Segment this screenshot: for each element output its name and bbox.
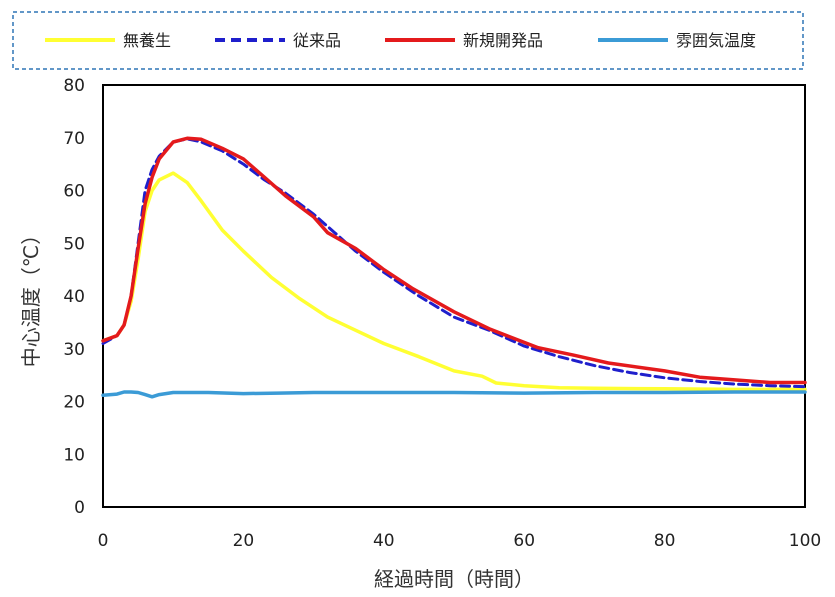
x-axis-title: 経過時間（時間）	[374, 567, 534, 591]
x-tick-label: 100	[789, 531, 821, 551]
y-tick-label: 0	[74, 498, 85, 518]
legend-label: 新規開発品	[463, 31, 543, 50]
series-line	[101, 171, 807, 392]
plot-frame	[102, 84, 806, 508]
legend-item: 新規開発品	[385, 31, 543, 50]
y-tick-label: 20	[63, 393, 85, 413]
x-tick-label: 20	[233, 531, 255, 551]
x-tick-label: 80	[654, 531, 676, 551]
y-tick-label: 70	[63, 129, 85, 149]
legend-item: 従来品	[215, 31, 341, 50]
legend: 無養生 従来品 新規開発品 雰囲気温度	[12, 11, 804, 70]
legend-label: 無養生	[123, 31, 171, 50]
y-axis: 0 10 20 30 40 50 60 70 80	[63, 76, 85, 518]
y-tick-label: 40	[63, 287, 85, 307]
plot-area	[101, 84, 807, 508]
y-tick-label: 50	[63, 234, 85, 254]
x-axis: 0 20 40 60 80 100	[98, 531, 822, 551]
y-tick-label: 80	[63, 76, 85, 96]
series-line	[101, 137, 807, 389]
legend-label: 従来品	[293, 31, 341, 50]
series-line	[101, 136, 807, 385]
x-tick-label: 60	[513, 531, 535, 551]
y-axis-title: 中心温度（℃）	[19, 225, 43, 367]
legend-item: 雰囲気温度	[598, 31, 756, 50]
legend-item: 無養生	[45, 31, 171, 50]
series-line	[101, 390, 807, 399]
y-tick-label: 60	[63, 182, 85, 202]
y-tick-label: 30	[63, 340, 85, 360]
x-tick-label: 40	[373, 531, 395, 551]
legend-frame	[12, 11, 804, 70]
legend-label: 雰囲気温度	[676, 31, 756, 50]
y-tick-label: 10	[63, 445, 85, 465]
x-tick-label: 0	[98, 531, 109, 551]
